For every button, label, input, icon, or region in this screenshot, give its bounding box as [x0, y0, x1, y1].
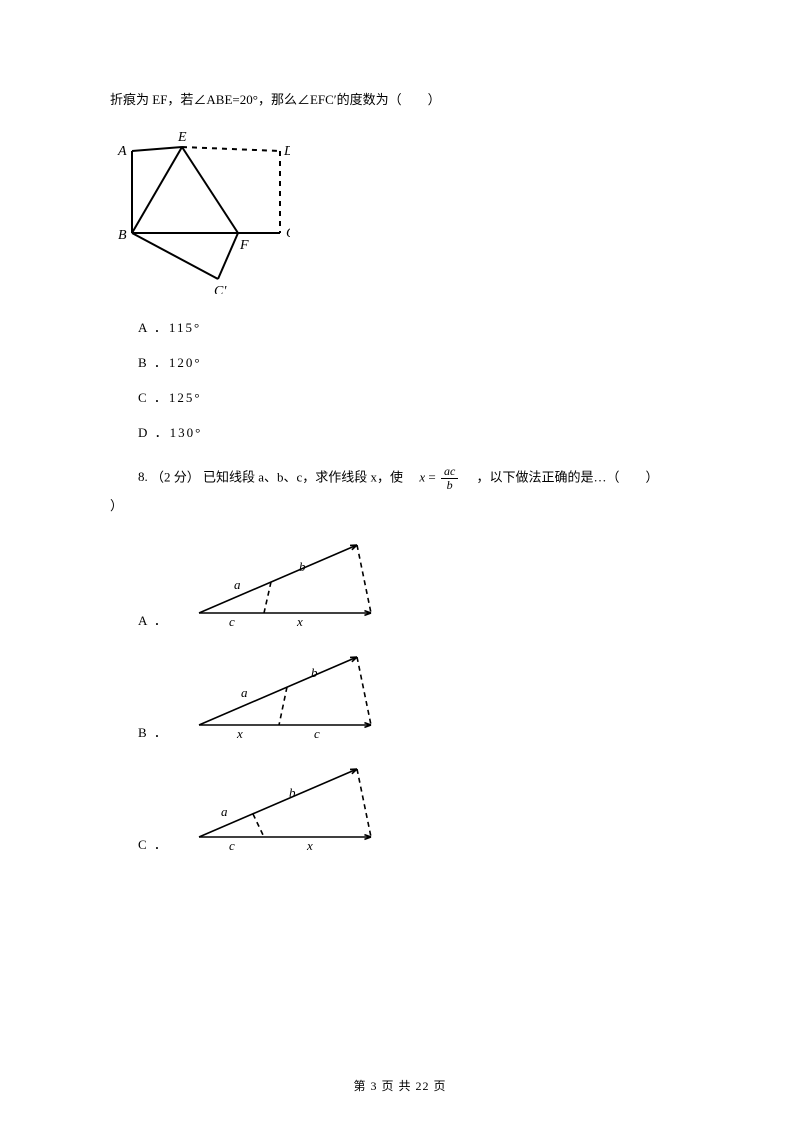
q7-option-a: A ．115° [138, 317, 690, 336]
q8-fraction: ac b [441, 465, 458, 492]
q8-option-a-label: A ． [138, 610, 169, 629]
svg-text:a: a [241, 685, 248, 700]
page: 折痕为 EF，若∠ABE=20°，那么∠EFC′的度数为（ ） A E D B F C C'… [0, 0, 800, 1132]
q7-option-b: B ．120° [138, 352, 690, 371]
q7-continuation-text: 折痕为 EF，若∠ABE=20°，那么∠EFC′的度数为（ ） [110, 90, 690, 111]
svg-text:E: E [177, 130, 187, 145]
svg-text:b: b [289, 785, 296, 800]
q7-option-b-value: 120° [169, 355, 202, 370]
svg-text:B: B [118, 228, 127, 243]
q8-number: 8. [138, 469, 148, 484]
q8-figure-c: a b c x [179, 761, 374, 853]
svg-text:x: x [306, 838, 313, 853]
svg-text:c: c [229, 614, 235, 629]
q8-option-a: A ． a b c x [138, 537, 690, 629]
svg-text:x: x [296, 614, 303, 629]
q8-points: （2 分） [151, 469, 200, 484]
svg-text:b: b [299, 559, 306, 574]
svg-text:C': C' [214, 284, 227, 294]
svg-text:b: b [311, 665, 318, 680]
q8-option-b-label: B ． [138, 722, 169, 741]
q8-figure-a: a b c x [179, 537, 374, 629]
q7-option-d-value: 130° [170, 425, 203, 440]
q8-stem: 8. （2 分） 已知线段 a、b、c，求作线段 x，使 x = ac b ，以… [110, 465, 690, 492]
svg-text:x: x [236, 726, 243, 741]
q7-option-c: C ．125° [138, 387, 690, 406]
svg-text:c: c [314, 726, 320, 741]
page-footer: 第 3 页 共 22 页 [0, 1077, 800, 1094]
q8-frac-den: b [441, 479, 458, 492]
q7-figure-svg: A E D B F C C' [110, 129, 290, 294]
q7-figure: A E D B F C C' [110, 129, 690, 299]
q8-stem-eq: = [428, 469, 435, 484]
q8-option-c-label: C ． [138, 834, 169, 853]
q8-stem-x: x [419, 469, 425, 484]
q7-option-c-value: 125° [169, 390, 202, 405]
q8-option-b: B ． a b x c [138, 649, 690, 741]
q8-stem-after: ，以下做法正确的是…（ ） [464, 469, 659, 484]
svg-text:a: a [234, 577, 241, 592]
svg-text:D: D [283, 144, 290, 159]
q8-stem-close: ） [110, 496, 690, 517]
svg-text:c: c [229, 838, 235, 853]
q7-option-a-value: 115° [169, 320, 201, 335]
svg-text:F: F [239, 238, 249, 253]
q8-stem-before: 已知线段 a、b、c，求作线段 x，使 [203, 469, 416, 484]
q8-figure-b: a b x c [179, 649, 374, 741]
svg-text:A: A [117, 144, 127, 159]
q8-frac-num: ac [441, 465, 458, 479]
svg-text:a: a [221, 804, 228, 819]
q8-option-c: C ． a b c x [138, 761, 690, 853]
svg-text:C: C [286, 226, 290, 241]
q7-option-d: D ．130° [138, 422, 690, 441]
